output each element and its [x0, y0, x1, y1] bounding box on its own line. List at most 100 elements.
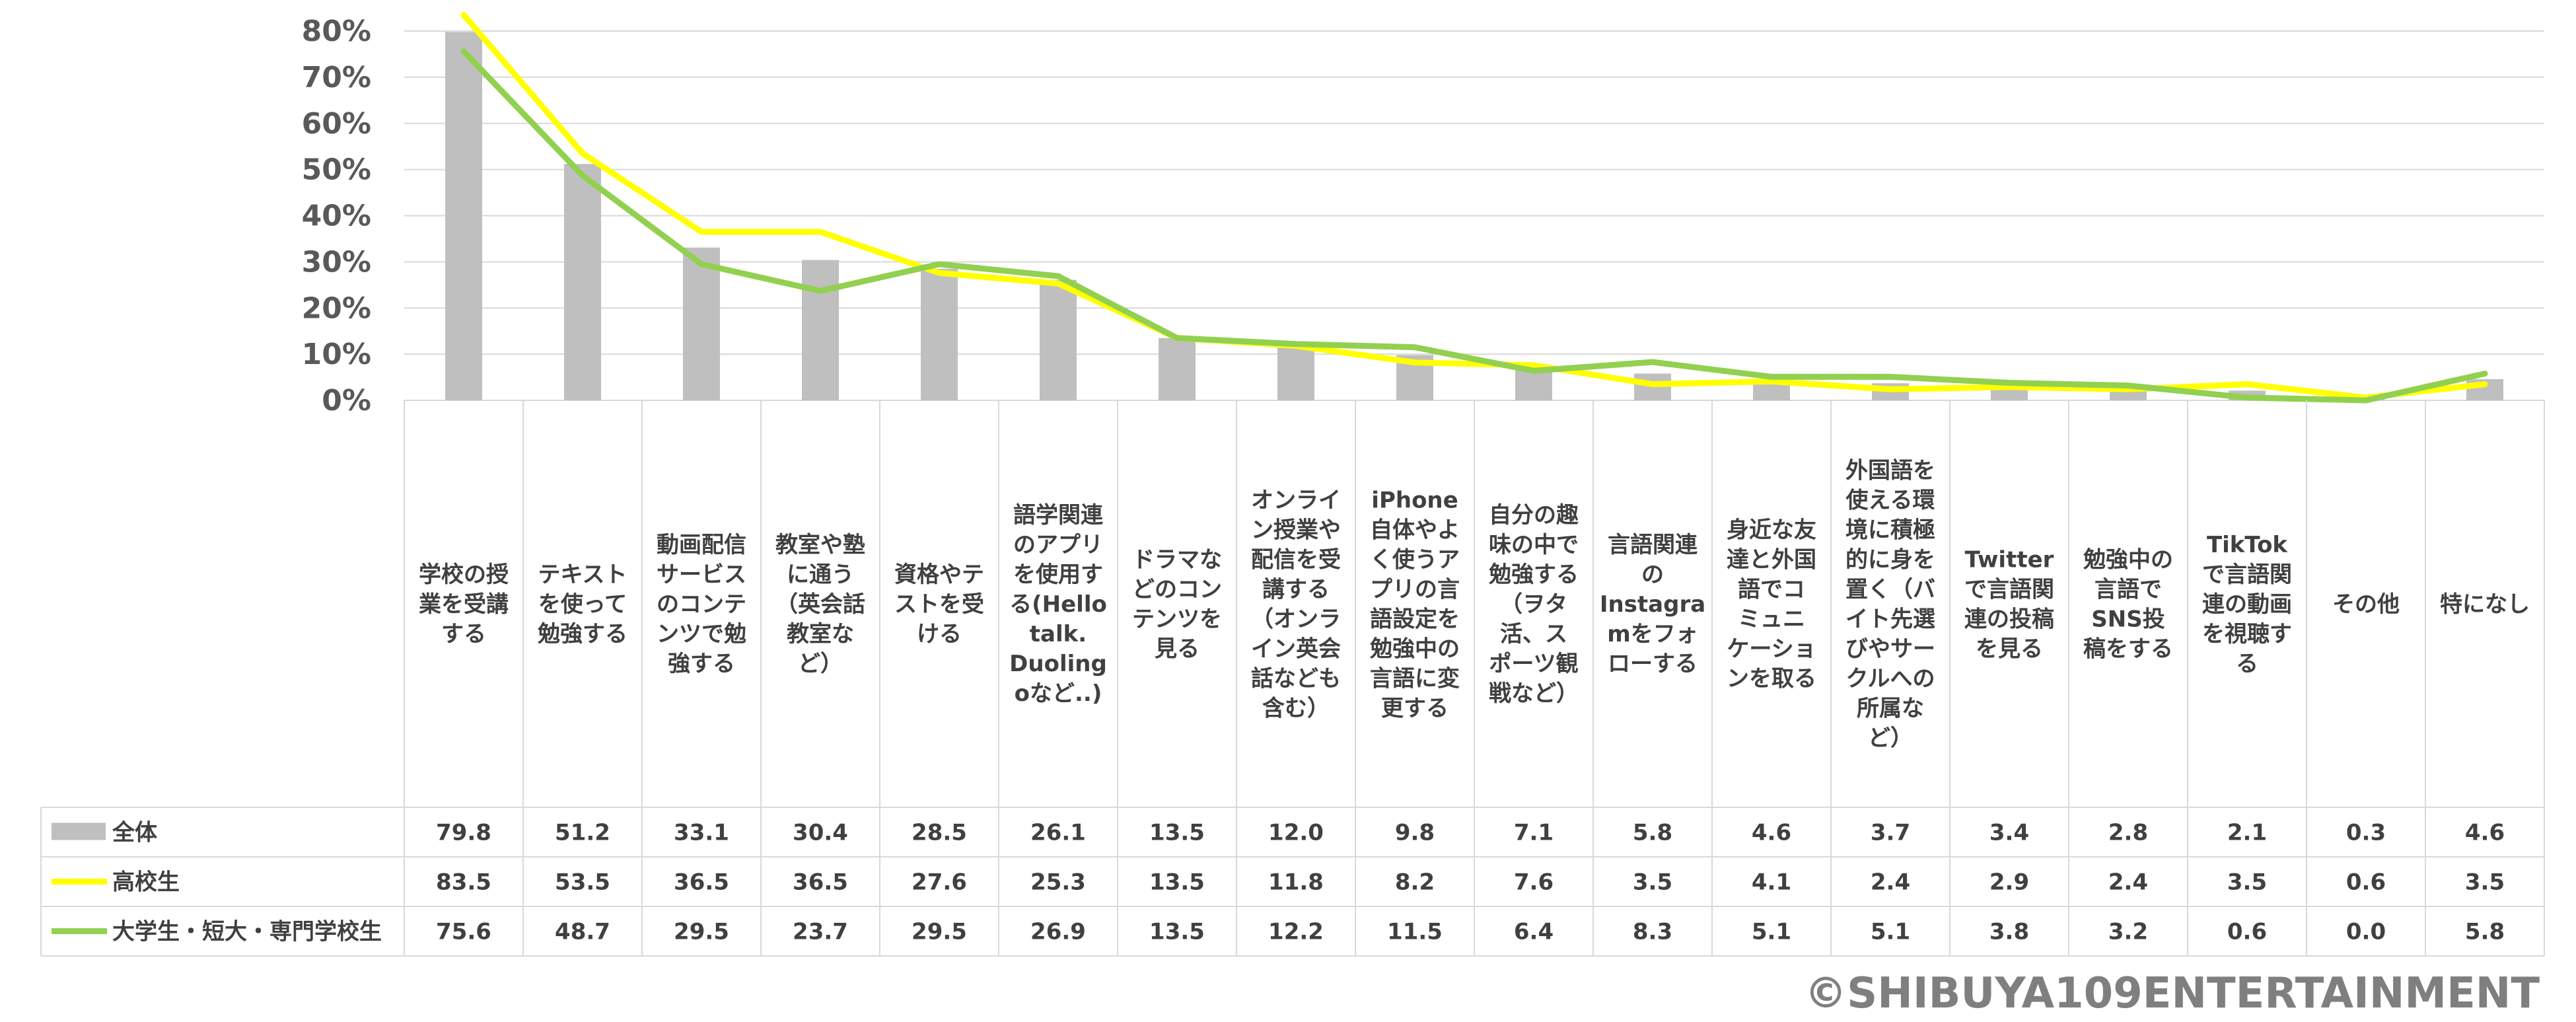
table-value: 26.1	[1030, 820, 1086, 846]
category-label: ドラマなどのコンテンツを見る	[1132, 547, 1222, 663]
table-value: 4.6	[1752, 820, 1791, 846]
table-value: 53.5	[555, 869, 610, 896]
table-value: 13.5	[1149, 820, 1205, 846]
y-tick-label: 60%	[302, 107, 371, 141]
table-value: 36.5	[793, 869, 848, 896]
bar-overall	[1159, 338, 1196, 400]
table-value: 79.8	[436, 820, 491, 846]
legend-label: 高校生	[112, 869, 180, 896]
gridlines	[404, 30, 2544, 401]
table-value: 29.5	[912, 919, 967, 945]
category-label: TikTok で言語関連の動画を視聴する	[2202, 532, 2292, 677]
bar-overall	[921, 268, 958, 400]
table-value: 7.1	[1514, 820, 1554, 846]
table-value: 75.6	[436, 919, 491, 945]
table-value: 8.2	[1395, 869, 1435, 896]
y-tick-label: 30%	[302, 245, 371, 279]
table-value: 2.9	[1989, 869, 2029, 896]
copyright-credit: ©SHIBUYA109ENTERTAINMENT	[1805, 969, 2540, 1018]
table-value: 11.5	[1387, 919, 1443, 945]
bar-overall	[1277, 345, 1314, 400]
legend-swatch-overall	[52, 822, 106, 840]
category-label: 勉強中の言語で SNS投稿をする	[2083, 547, 2173, 663]
table-value: 0.6	[2227, 919, 2267, 945]
bar-overall	[564, 164, 601, 401]
category-label: 動画配信サービスのコンテンツで勉強する	[657, 532, 746, 677]
table-value: 2.1	[2227, 820, 2267, 846]
category-label: その他	[2332, 591, 2400, 618]
table-value: 28.5	[912, 820, 967, 846]
legend-label: 大学生・短大・専門学校生	[112, 919, 382, 945]
table-value: 0.0	[2346, 919, 2386, 945]
y-tick-label: 80%	[302, 15, 371, 48]
table-value: 29.5	[674, 919, 729, 945]
table-value: 3.7	[1871, 820, 1910, 846]
table-value: 0.6	[2346, 869, 2386, 896]
category-label: テキストを使って勉強する	[538, 562, 627, 647]
bar-overall	[1040, 279, 1077, 400]
table-value: 30.4	[793, 820, 848, 846]
bar-overall	[445, 32, 482, 400]
table-value: 2.4	[2108, 869, 2148, 896]
table-value: 13.5	[1149, 919, 1205, 945]
y-axis-ticks: 0% 10% 20% 30% 40% 50% 60% 70% 80%	[302, 15, 371, 418]
table-value: 3.8	[1989, 919, 2029, 945]
category-label: 自分の趣味の中で勉強する（ヲタ活、スポーツ観戦など）	[1489, 502, 1579, 707]
table-value: 3.2	[2108, 919, 2148, 945]
category-label: 特になし	[2440, 591, 2530, 618]
table-value: 11.8	[1268, 869, 1324, 896]
table-value: 3.5	[2465, 869, 2505, 896]
table-value: 48.7	[555, 919, 610, 945]
series-lines	[460, 12, 2488, 404]
table-value: 5.1	[1752, 919, 1791, 945]
table-value: 3.5	[1633, 869, 1672, 896]
y-tick-label: 40%	[302, 200, 371, 233]
bars-overall	[445, 32, 2503, 401]
table-value: 26.9	[1030, 919, 1086, 945]
category-label: Twitter で言語関連の投稿を見る	[1964, 547, 2054, 663]
table-value: 3.5	[2227, 869, 2267, 896]
bar-overall	[683, 247, 720, 400]
legend-label: 全体	[112, 820, 157, 846]
table-value: 12.2	[1268, 919, 1324, 945]
category-label: 身近な友達と外国語でコミュニケーションを取る	[1727, 517, 1816, 692]
table-value: 5.8	[2465, 919, 2505, 945]
category-label: iPhone 自体やよく使うアプリの言語設定を勉強中の言語に変更する	[1370, 488, 1460, 722]
table-value: 5.1	[1871, 919, 1910, 945]
table-value: 5.8	[1633, 820, 1672, 846]
data-table: 学校の授業を受講するテキストを使って勉強する動画配信サービスのコンテンツで勉強す…	[40, 400, 2545, 957]
table-value: 23.7	[793, 919, 848, 945]
table-value: 6.4	[1514, 919, 1554, 945]
y-tick-label: 50%	[302, 153, 371, 187]
table-value: 3.4	[1989, 820, 2029, 846]
table-value: 7.6	[1514, 869, 1554, 896]
table-value: 4.1	[1752, 869, 1791, 896]
table-value: 9.8	[1395, 820, 1435, 846]
y-tick-label: 10%	[302, 338, 371, 371]
table-value: 2.8	[2108, 820, 2148, 846]
table-value: 51.2	[555, 820, 610, 846]
table-value: 4.6	[2465, 820, 2505, 846]
bar-overall	[802, 260, 839, 400]
line-high-school	[460, 12, 2488, 401]
category-label: 言語関連の Instagra mをフォローする	[1600, 532, 1705, 677]
category-label: 語学関連のアプリを使用する(Hello talk. Duoling oなど..)	[1009, 502, 1107, 707]
table-value: 33.1	[674, 820, 729, 846]
table-value: 12.0	[1268, 820, 1324, 846]
y-tick-label: 0%	[322, 384, 371, 418]
table-value: 13.5	[1149, 869, 1205, 896]
line-university	[460, 48, 2488, 404]
category-label: オンライン授業や配信を受講する（オンライン英会話なども含む）	[1251, 488, 1341, 722]
table-value: 83.5	[436, 869, 491, 896]
category-label: 外国語を使える環境に積極的に身を置く（バイト先選びやサークルへの所属など）	[1845, 458, 1935, 752]
table-value: 8.3	[1633, 919, 1672, 945]
table-value: 0.3	[2346, 820, 2386, 846]
y-tick-label: 20%	[302, 291, 371, 325]
category-label: 学校の授業を受講する	[419, 562, 509, 647]
table-value: 2.4	[1871, 869, 1910, 896]
table-value: 27.6	[912, 869, 967, 896]
category-label: 教室や塾に通う（英会話教室など）	[775, 532, 865, 677]
category-label: 資格やテストを受ける	[894, 562, 984, 647]
table-value: 25.3	[1030, 869, 1086, 896]
